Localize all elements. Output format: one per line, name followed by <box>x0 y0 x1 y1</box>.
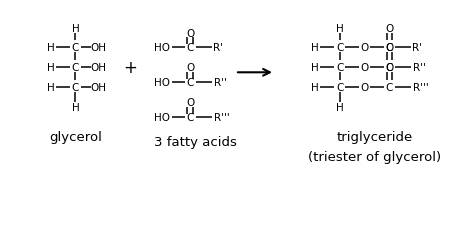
Text: H: H <box>336 23 344 34</box>
Text: O: O <box>385 63 394 73</box>
Text: R''': R''' <box>214 113 229 122</box>
Text: glycerol: glycerol <box>49 131 102 144</box>
Text: O: O <box>361 63 369 73</box>
Text: H: H <box>46 43 55 53</box>
Text: C: C <box>72 63 79 73</box>
Text: H: H <box>46 83 55 93</box>
Text: R'': R'' <box>214 78 227 88</box>
Text: C: C <box>186 43 194 53</box>
Text: H: H <box>311 83 319 93</box>
Text: (triester of glycerol): (triester of glycerol) <box>308 151 441 164</box>
Text: R': R' <box>213 43 223 53</box>
Text: C: C <box>186 78 194 88</box>
Text: C: C <box>72 83 79 93</box>
Text: OH: OH <box>91 63 106 73</box>
Text: H: H <box>311 63 319 73</box>
Text: HO: HO <box>154 43 170 53</box>
Text: H: H <box>311 43 319 53</box>
Text: O: O <box>361 43 369 53</box>
Text: C: C <box>386 63 393 73</box>
Text: R': R' <box>412 43 422 53</box>
Text: HO: HO <box>154 113 170 122</box>
Text: H: H <box>72 23 79 34</box>
Text: triglyceride: triglyceride <box>337 131 413 144</box>
Text: O: O <box>186 63 194 73</box>
Text: C: C <box>336 63 343 73</box>
Text: C: C <box>186 113 194 122</box>
Text: O: O <box>186 28 194 38</box>
Text: OH: OH <box>91 43 106 53</box>
Text: C: C <box>386 83 393 93</box>
Text: R''': R''' <box>413 83 429 93</box>
Text: +: + <box>123 59 137 77</box>
Text: H: H <box>336 103 344 113</box>
Text: H: H <box>46 63 55 73</box>
Text: O: O <box>385 23 394 34</box>
Text: O: O <box>186 98 194 108</box>
Text: H: H <box>72 103 79 113</box>
Text: O: O <box>385 43 394 53</box>
Text: O: O <box>361 83 369 93</box>
Text: C: C <box>336 83 343 93</box>
Text: C: C <box>386 43 393 53</box>
Text: HO: HO <box>154 78 170 88</box>
Text: OH: OH <box>91 83 106 93</box>
Text: C: C <box>72 43 79 53</box>
Text: R'': R'' <box>413 63 426 73</box>
Text: 3 fatty acids: 3 fatty acids <box>154 136 237 149</box>
Text: C: C <box>336 43 343 53</box>
